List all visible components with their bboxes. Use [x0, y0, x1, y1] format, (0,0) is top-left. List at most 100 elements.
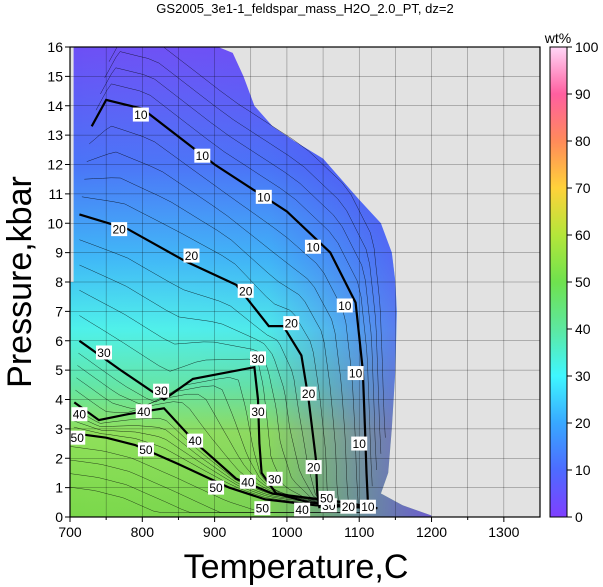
colorbar-tick-label: 50 — [575, 274, 591, 290]
contour-label: 20 — [285, 317, 299, 331]
minor-contour — [81, 196, 330, 508]
y-tick-label: 3 — [55, 421, 63, 437]
contour-label: 20 — [185, 249, 199, 263]
contour-label-box — [305, 460, 322, 475]
contour-label: 30 — [251, 405, 265, 419]
y-tick-label: 7 — [55, 303, 63, 319]
contour-label: 50 — [139, 443, 153, 457]
contour-label-box — [255, 189, 272, 204]
x-tick-label: 900 — [203, 524, 227, 540]
y-tick-label: 11 — [48, 186, 63, 202]
contour-label: 10 — [349, 367, 363, 381]
contour-label: 10 — [338, 299, 352, 313]
contour-label-box — [336, 298, 353, 313]
colorbar-tick-label: 0 — [575, 509, 583, 525]
contour-label: 20 — [307, 461, 321, 475]
colorbar-title: wt% — [544, 30, 571, 46]
y-axis-title: Pressure,kbar — [1, 176, 39, 388]
contour-label: 20 — [239, 284, 253, 298]
minor-contour — [84, 177, 340, 506]
contour-label-box — [359, 499, 376, 514]
contour-label-box — [208, 480, 225, 495]
contour-label-box — [183, 248, 200, 263]
contour-label: 30 — [97, 346, 111, 360]
x-tick-label: 1200 — [416, 524, 447, 540]
contour-label: 30 — [268, 472, 282, 486]
contour-label-box — [71, 407, 88, 422]
contour-label: 20 — [302, 387, 316, 401]
y-tick-label: 13 — [47, 127, 63, 143]
contour-label: 50 — [320, 491, 334, 505]
x-tick-label: 1000 — [271, 524, 302, 540]
contour-label-box — [111, 222, 128, 237]
contour-label-box — [137, 442, 154, 457]
minor-contour — [86, 151, 349, 505]
contour-label-box — [239, 474, 256, 489]
contour-label-box — [135, 404, 152, 419]
contour-label: 50 — [256, 502, 270, 516]
colorbar-tick-label: 90 — [575, 86, 591, 102]
colorbar-tick-label: 60 — [575, 227, 591, 243]
contour-label-box — [95, 345, 112, 360]
contour-label: 50 — [71, 431, 85, 445]
contour-label-box — [340, 499, 357, 514]
minor-contour — [95, 83, 373, 487]
y-tick-label: 6 — [55, 333, 63, 349]
contour-label-box — [266, 471, 283, 486]
y-tick-label: 8 — [55, 274, 63, 290]
contour-label: 10 — [361, 500, 375, 514]
contour-labels: 10 10 10 10 10 10 10 10 20 20 20 20 20 20 20 30 30 30 30 30… — [70, 107, 376, 517]
contour-label: 10 — [306, 240, 320, 254]
colorbar-tick-label: 40 — [575, 321, 591, 337]
minor-contour — [100, 67, 377, 471]
colorbar-tick-label: 100 — [575, 39, 599, 55]
colorbar-tick-label: 30 — [575, 368, 591, 384]
contour-label: 20 — [342, 500, 356, 514]
colorbar-bar — [549, 46, 568, 518]
minor-contour — [79, 315, 358, 509]
contour-label-box — [132, 107, 149, 122]
y-tick-label: 0 — [55, 509, 63, 525]
contour-label-box — [237, 283, 254, 298]
contour-label-box — [304, 239, 321, 254]
contour-label-box — [194, 148, 211, 163]
y-tick-label: 9 — [55, 245, 63, 261]
contour-label-box — [153, 383, 170, 398]
chart-title: GS2005_3e1-1_feldspar_mass_H2O_2.0_PT, d… — [156, 1, 453, 16]
contour-label: 40 — [73, 408, 87, 422]
contour-label-box — [294, 502, 311, 517]
y-tick-label: 1 — [55, 480, 63, 496]
y-tick-label: 15 — [47, 68, 63, 84]
contour-label: 30 — [251, 352, 265, 366]
y-tick-label: 2 — [55, 450, 63, 466]
x-tick-label: 1100 — [344, 524, 374, 540]
y-tick-label: 14 — [47, 98, 63, 114]
contour-label-box — [250, 351, 266, 366]
contour-label-box — [300, 386, 317, 401]
contour-label: 50 — [209, 481, 223, 495]
y-tick-label: 10 — [47, 215, 63, 231]
contour-label: 40 — [295, 503, 309, 517]
colorbar-tick-label: 10 — [575, 462, 591, 478]
y-tick-label: 16 — [47, 39, 63, 55]
y-tick-label: 12 — [47, 157, 63, 173]
contour-label: 10 — [196, 149, 210, 163]
colorbar-tick-label: 70 — [575, 180, 591, 196]
contour-label: 40 — [241, 475, 255, 489]
x-tick-label: 800 — [131, 524, 155, 540]
contour-label: 40 — [137, 405, 151, 419]
contour-label-box — [351, 436, 368, 451]
x-axis-ticks: 700 800 900 1000 1100 1200 1300 — [58, 517, 520, 540]
colorbar: wt% 0 10 20 30 40 50 60 70 80 90 100 — [544, 30, 599, 525]
contour-label: 40 — [188, 434, 202, 448]
x-tick-label: 700 — [58, 524, 82, 540]
contour-label: 20 — [112, 223, 126, 237]
colorbar-ticks: 0 10 20 30 40 50 60 70 80 90 100 — [567, 39, 599, 525]
minor-contour — [79, 289, 348, 509]
contour-label-box — [347, 366, 364, 381]
y-tick-label: 4 — [55, 392, 63, 408]
minor-contour — [104, 51, 382, 454]
contour-label: 10 — [353, 437, 367, 451]
